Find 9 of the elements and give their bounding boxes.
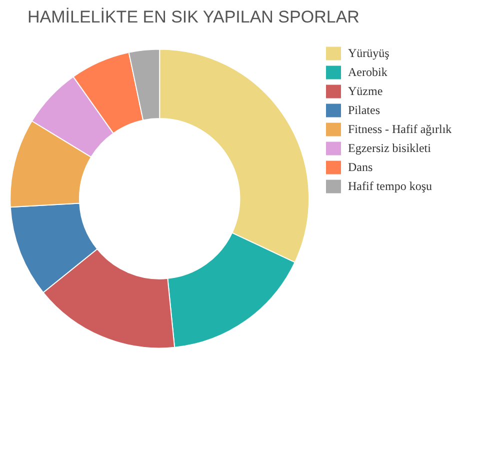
- legend-label: Hafif tempo koşu: [348, 178, 432, 194]
- legend-label: Fitness - Hafif ağırlık: [348, 120, 452, 138]
- legend-label: Egzersiz bisikleti: [348, 140, 431, 157]
- legend-label: Yürüyüş: [348, 44, 390, 62]
- legend-label: Yüzme: [348, 82, 383, 100]
- legend-label: Pilates: [348, 102, 380, 118]
- legend-label: Aerobik: [348, 64, 388, 80]
- chart-title: HAMİLELİKTE EN SIK YAPILAN SPORLAR: [28, 8, 360, 26]
- legend-label: Dans: [348, 158, 373, 176]
